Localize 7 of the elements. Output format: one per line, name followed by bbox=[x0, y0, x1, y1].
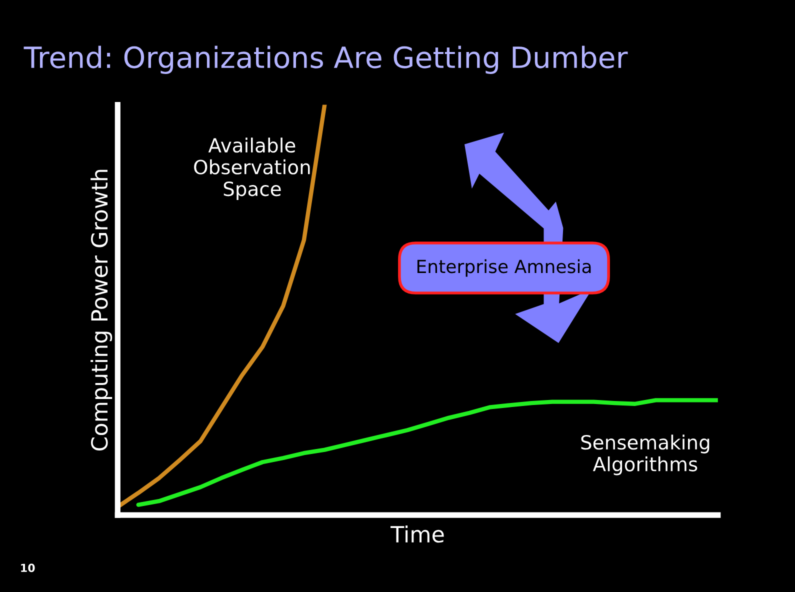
series-label: Sensemaking Algorithms bbox=[581, 434, 710, 476]
annotation: Enterprise Amnesia bbox=[417, 259, 591, 277]
chart-title: Trend: Organizations Are Getting Dumber bbox=[24, 46, 628, 74]
y-axis-title: Computing Power Growth bbox=[90, 170, 112, 451]
series-label: Available Observation Space bbox=[194, 138, 310, 200]
text: 10 bbox=[21, 564, 35, 572]
x-axis-title: Time bbox=[390, 525, 444, 543]
